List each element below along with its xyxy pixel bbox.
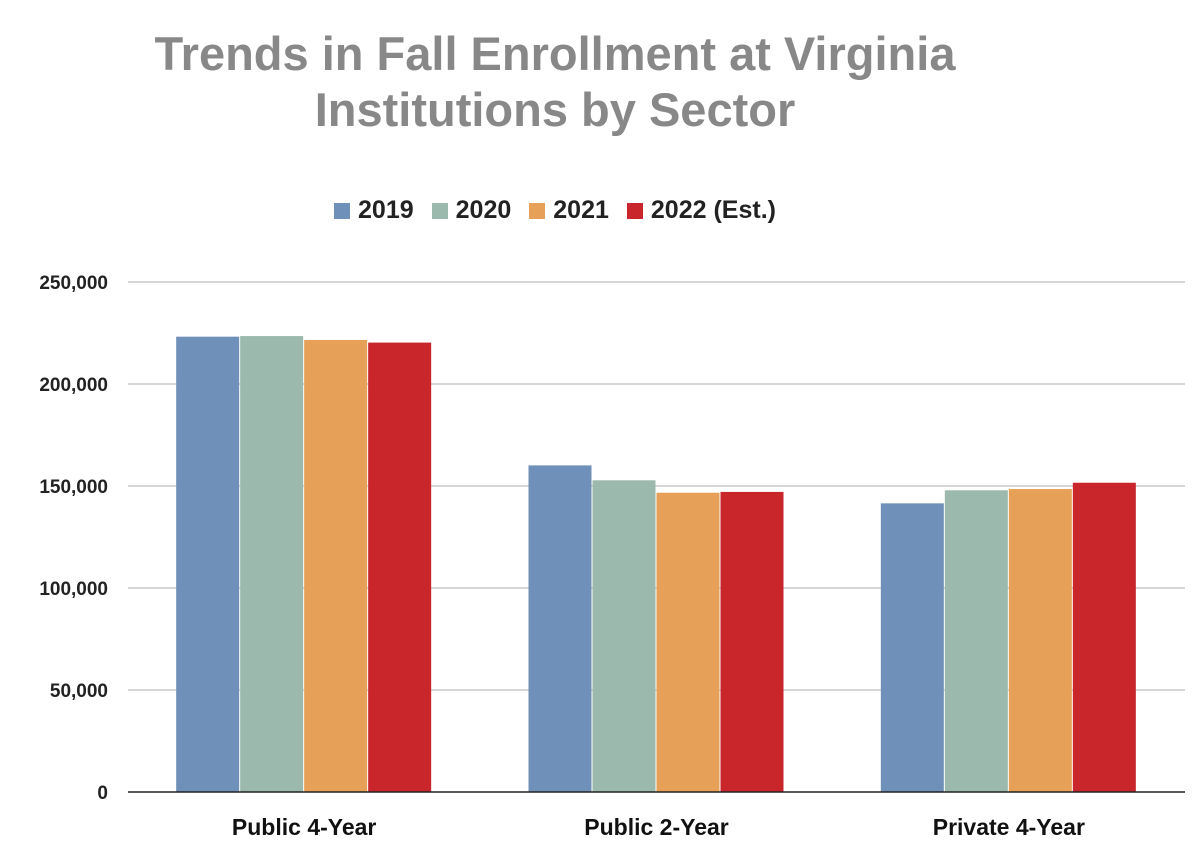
legend-label: 2019	[358, 196, 414, 224]
legend-swatch	[529, 202, 546, 219]
legend-item: 2021	[529, 196, 609, 225]
legend-item: 2019	[334, 196, 414, 225]
chart-title: Trends in Fall Enrollment at Virginia In…	[0, 26, 1110, 138]
legend-swatch	[626, 202, 643, 219]
bar-2019-private-4-year	[880, 503, 944, 792]
legend-swatch	[334, 202, 351, 219]
bar-2022-est--public-4-year	[368, 342, 432, 792]
bar-2021-public-4-year	[304, 339, 368, 792]
bar-2021-private-4-year	[1008, 489, 1072, 792]
chart-title-line-2: Institutions by Sector	[314, 83, 796, 136]
bar-2020-public-4-year	[240, 336, 304, 792]
chart-title-line-1: Trends in Fall Enrollment at Virginia	[154, 27, 956, 80]
legend-swatch	[431, 202, 448, 219]
legend: 2019 2020 2021 2022 (Est.)	[0, 196, 1110, 225]
bar-2022-est--private-4-year	[1072, 482, 1136, 792]
legend-item: 2020	[431, 196, 512, 225]
bar-2019-public-4-year	[176, 336, 240, 792]
y-tick-label: 0	[97, 783, 108, 804]
bar-2022-est--public-2-year	[720, 491, 784, 792]
bar-2020-public-2-year	[592, 480, 656, 792]
x-tick-label: Public 2-Year	[584, 814, 729, 840]
y-tick-label: 100,000	[39, 579, 108, 600]
y-tick-label: 50,000	[50, 681, 108, 702]
bar-2020-private-4-year	[944, 490, 1008, 792]
y-tick-label: 200,000	[39, 375, 108, 396]
legend-label: 2022 (Est.)	[650, 196, 776, 224]
bar-2021-public-2-year	[656, 492, 720, 792]
legend-label: 2021	[553, 196, 609, 224]
legend-item: 2022 (Est.)	[626, 196, 776, 225]
legend-label: 2020	[455, 196, 512, 224]
y-tick-label: 250,000	[39, 273, 108, 294]
x-tick-label: Public 4-Year	[232, 814, 377, 840]
y-tick-label: 150,000	[39, 477, 108, 498]
x-tick-label: Private 4-Year	[933, 814, 1085, 840]
bar-2019-public-2-year	[528, 465, 592, 792]
